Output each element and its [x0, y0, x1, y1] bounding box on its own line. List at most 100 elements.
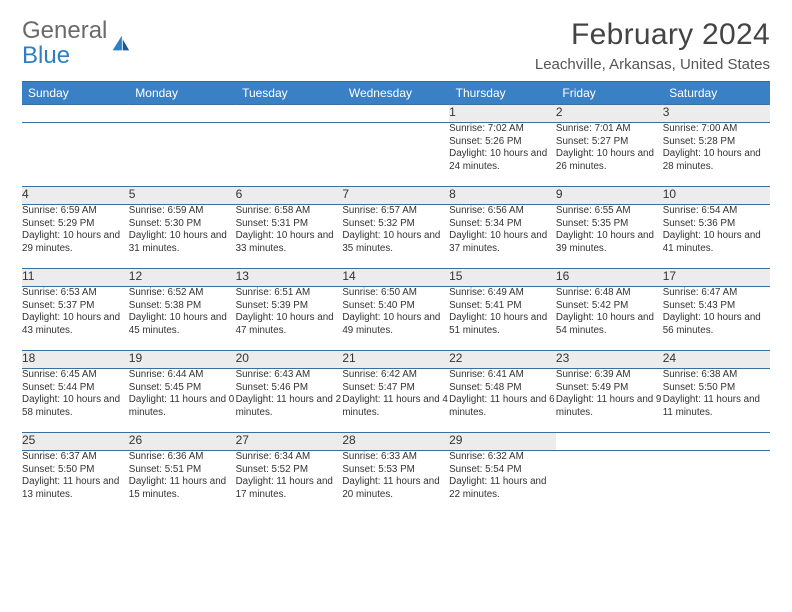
- day-detail-cell: Sunrise: 6:55 AMSunset: 5:35 PMDaylight:…: [556, 205, 663, 269]
- day-number-cell: 13: [236, 269, 343, 287]
- day-detail-cell: [556, 451, 663, 515]
- daylight-line: Daylight: 11 hours and 2 minutes.: [236, 394, 343, 419]
- sunset-line: Sunset: 5:35 PM: [556, 218, 663, 231]
- day-number-cell: 20: [236, 351, 343, 369]
- sunrise-line: Sunrise: 6:38 AM: [663, 369, 770, 382]
- daylight-line: Daylight: 11 hours and 11 minutes.: [663, 394, 770, 419]
- daylight-line: Daylight: 10 hours and 37 minutes.: [449, 230, 556, 255]
- day-number-cell: 16: [556, 269, 663, 287]
- daynum-row: 11121314151617: [22, 269, 770, 287]
- title-block: February 2024 Leachville, Arkansas, Unit…: [535, 18, 770, 73]
- daylight-line: Daylight: 10 hours and 51 minutes.: [449, 312, 556, 337]
- day-number-cell: 6: [236, 187, 343, 205]
- daylight-line: Daylight: 10 hours and 47 minutes.: [236, 312, 343, 337]
- day-number-cell: [663, 433, 770, 451]
- daylight-line: Daylight: 11 hours and 20 minutes.: [342, 476, 449, 501]
- sunrise-line: Sunrise: 6:37 AM: [22, 451, 129, 464]
- day-detail-cell: Sunrise: 6:57 AMSunset: 5:32 PMDaylight:…: [342, 205, 449, 269]
- sunset-line: Sunset: 5:47 PM: [342, 382, 449, 395]
- day-detail-cell: Sunrise: 6:37 AMSunset: 5:50 PMDaylight:…: [22, 451, 129, 515]
- day-detail-cell: [342, 123, 449, 187]
- weekday-header: Tuesday: [236, 82, 343, 105]
- day-number-cell: 11: [22, 269, 129, 287]
- day-detail-cell: Sunrise: 6:50 AMSunset: 5:40 PMDaylight:…: [342, 287, 449, 351]
- day-number-cell: 22: [449, 351, 556, 369]
- day-number-cell: [342, 105, 449, 123]
- sunrise-line: Sunrise: 6:53 AM: [22, 287, 129, 300]
- daylight-line: Daylight: 11 hours and 22 minutes.: [449, 476, 556, 501]
- topbar: General Blue February 2024 Leachville, A…: [22, 18, 770, 73]
- day-number-cell: 12: [129, 269, 236, 287]
- daylight-line: Daylight: 10 hours and 41 minutes.: [663, 230, 770, 255]
- sunrise-line: Sunrise: 6:56 AM: [449, 205, 556, 218]
- daylight-line: Daylight: 10 hours and 24 minutes.: [449, 148, 556, 173]
- daylight-line: Daylight: 10 hours and 58 minutes.: [22, 394, 129, 419]
- sunset-line: Sunset: 5:45 PM: [129, 382, 236, 395]
- sunrise-line: Sunrise: 6:50 AM: [342, 287, 449, 300]
- detail-row: Sunrise: 6:59 AMSunset: 5:29 PMDaylight:…: [22, 205, 770, 269]
- day-detail-cell: Sunrise: 6:48 AMSunset: 5:42 PMDaylight:…: [556, 287, 663, 351]
- daylight-line: Daylight: 11 hours and 15 minutes.: [129, 476, 236, 501]
- day-detail-cell: Sunrise: 6:59 AMSunset: 5:30 PMDaylight:…: [129, 205, 236, 269]
- sunrise-line: Sunrise: 7:01 AM: [556, 123, 663, 136]
- day-detail-cell: Sunrise: 6:42 AMSunset: 5:47 PMDaylight:…: [342, 369, 449, 433]
- detail-row: Sunrise: 6:37 AMSunset: 5:50 PMDaylight:…: [22, 451, 770, 515]
- day-number-cell: 7: [342, 187, 449, 205]
- day-number-cell: 23: [556, 351, 663, 369]
- day-detail-cell: Sunrise: 6:36 AMSunset: 5:51 PMDaylight:…: [129, 451, 236, 515]
- sunrise-line: Sunrise: 6:32 AM: [449, 451, 556, 464]
- sunrise-line: Sunrise: 6:33 AM: [342, 451, 449, 464]
- day-detail-cell: Sunrise: 6:59 AMSunset: 5:29 PMDaylight:…: [22, 205, 129, 269]
- sunset-line: Sunset: 5:40 PM: [342, 300, 449, 313]
- day-number-cell: 15: [449, 269, 556, 287]
- brand-logo: General Blue: [22, 18, 131, 68]
- sunset-line: Sunset: 5:41 PM: [449, 300, 556, 313]
- daylight-line: Daylight: 10 hours and 35 minutes.: [342, 230, 449, 255]
- day-number-cell: [22, 105, 129, 123]
- day-detail-cell: Sunrise: 6:32 AMSunset: 5:54 PMDaylight:…: [449, 451, 556, 515]
- day-detail-cell: Sunrise: 6:38 AMSunset: 5:50 PMDaylight:…: [663, 369, 770, 433]
- day-detail-cell: Sunrise: 6:47 AMSunset: 5:43 PMDaylight:…: [663, 287, 770, 351]
- weekday-header: Wednesday: [342, 82, 449, 105]
- day-number-cell: 21: [342, 351, 449, 369]
- daylight-line: Daylight: 11 hours and 4 minutes.: [342, 394, 449, 419]
- day-number-cell: 10: [663, 187, 770, 205]
- daylight-line: Daylight: 10 hours and 54 minutes.: [556, 312, 663, 337]
- daylight-line: Daylight: 10 hours and 28 minutes.: [663, 148, 770, 173]
- day-detail-cell: Sunrise: 6:51 AMSunset: 5:39 PMDaylight:…: [236, 287, 343, 351]
- sunrise-line: Sunrise: 6:55 AM: [556, 205, 663, 218]
- daylight-line: Daylight: 11 hours and 9 minutes.: [556, 394, 663, 419]
- day-detail-cell: Sunrise: 6:44 AMSunset: 5:45 PMDaylight:…: [129, 369, 236, 433]
- location-label: Leachville, Arkansas, United States: [535, 56, 770, 73]
- weekday-header: Friday: [556, 82, 663, 105]
- sunset-line: Sunset: 5:39 PM: [236, 300, 343, 313]
- day-number-cell: 28: [342, 433, 449, 451]
- daynum-row: 123: [22, 105, 770, 123]
- day-detail-cell: [129, 123, 236, 187]
- day-detail-cell: Sunrise: 6:54 AMSunset: 5:36 PMDaylight:…: [663, 205, 770, 269]
- day-detail-cell: Sunrise: 7:01 AMSunset: 5:27 PMDaylight:…: [556, 123, 663, 187]
- daylight-line: Daylight: 10 hours and 31 minutes.: [129, 230, 236, 255]
- day-number-cell: 3: [663, 105, 770, 123]
- daynum-row: 45678910: [22, 187, 770, 205]
- day-detail-cell: Sunrise: 6:49 AMSunset: 5:41 PMDaylight:…: [449, 287, 556, 351]
- sunset-line: Sunset: 5:49 PM: [556, 382, 663, 395]
- calendar-page: General Blue February 2024 Leachville, A…: [0, 0, 792, 533]
- sunset-line: Sunset: 5:31 PM: [236, 218, 343, 231]
- daylight-line: Daylight: 10 hours and 56 minutes.: [663, 312, 770, 337]
- day-number-cell: 1: [449, 105, 556, 123]
- sunrise-line: Sunrise: 6:48 AM: [556, 287, 663, 300]
- calendar-table: Sunday Monday Tuesday Wednesday Thursday…: [22, 82, 770, 515]
- weekday-header: Monday: [129, 82, 236, 105]
- daylight-line: Daylight: 10 hours and 29 minutes.: [22, 230, 129, 255]
- daynum-row: 2526272829: [22, 433, 770, 451]
- sunset-line: Sunset: 5:38 PM: [129, 300, 236, 313]
- sunset-line: Sunset: 5:52 PM: [236, 464, 343, 477]
- day-detail-cell: Sunrise: 6:41 AMSunset: 5:48 PMDaylight:…: [449, 369, 556, 433]
- day-number-cell: 29: [449, 433, 556, 451]
- day-number-cell: 2: [556, 105, 663, 123]
- daylight-line: Daylight: 10 hours and 43 minutes.: [22, 312, 129, 337]
- sunrise-line: Sunrise: 6:36 AM: [129, 451, 236, 464]
- daylight-line: Daylight: 11 hours and 13 minutes.: [22, 476, 129, 501]
- day-number-cell: 9: [556, 187, 663, 205]
